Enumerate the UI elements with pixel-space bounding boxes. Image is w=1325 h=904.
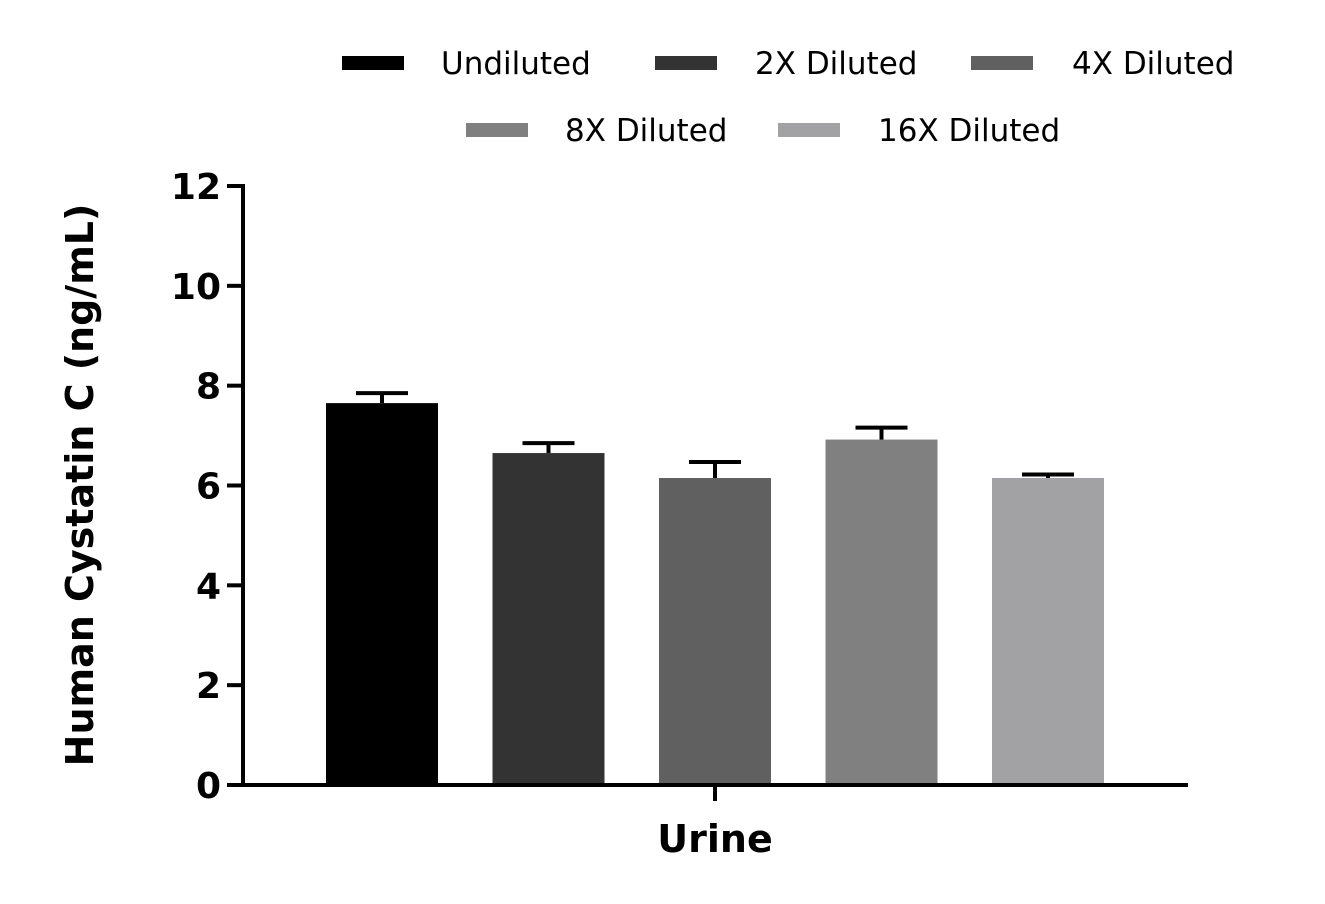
y-tick-label: 2 — [196, 666, 221, 707]
y-tick-label: 0 — [196, 766, 221, 807]
y-axis-title: Human Cystatin C (ng/mL) — [58, 204, 102, 767]
legend-label: 4X Diluted — [1072, 46, 1234, 82]
legend-label: 2X Diluted — [755, 46, 917, 82]
legend-label: 16X Diluted — [878, 113, 1060, 149]
y-tick-label: 8 — [196, 367, 221, 408]
legend-swatch — [778, 123, 840, 137]
y-tick-label: 4 — [196, 566, 221, 607]
bar-16x-diluted — [992, 478, 1104, 785]
legend-label: Undiluted — [441, 46, 591, 82]
bar-4x-diluted — [659, 478, 771, 785]
y-tick-label: 10 — [171, 267, 221, 308]
y-tick-label: 12 — [171, 167, 221, 208]
y-tick-label: 6 — [196, 467, 221, 508]
bar-2x-diluted — [492, 453, 605, 785]
bar-undiluted — [326, 403, 438, 785]
legend-swatch — [466, 123, 528, 137]
bar-8x-diluted — [825, 439, 938, 785]
legend-swatch — [655, 56, 717, 70]
legend-swatch — [971, 56, 1033, 70]
x-category-label: Urine — [657, 817, 772, 861]
y-ticks: 0 2 4 6 8 10 12 — [171, 167, 243, 807]
error-bars — [356, 391, 1074, 479]
legend: Undiluted 2X Diluted 4X Diluted 8X Diluted 1… — [342, 46, 1234, 149]
legend-label: 8X Diluted — [565, 113, 727, 149]
x-ticks: Urine — [657, 785, 773, 861]
bars — [326, 403, 1104, 785]
legend-swatch — [342, 56, 404, 70]
